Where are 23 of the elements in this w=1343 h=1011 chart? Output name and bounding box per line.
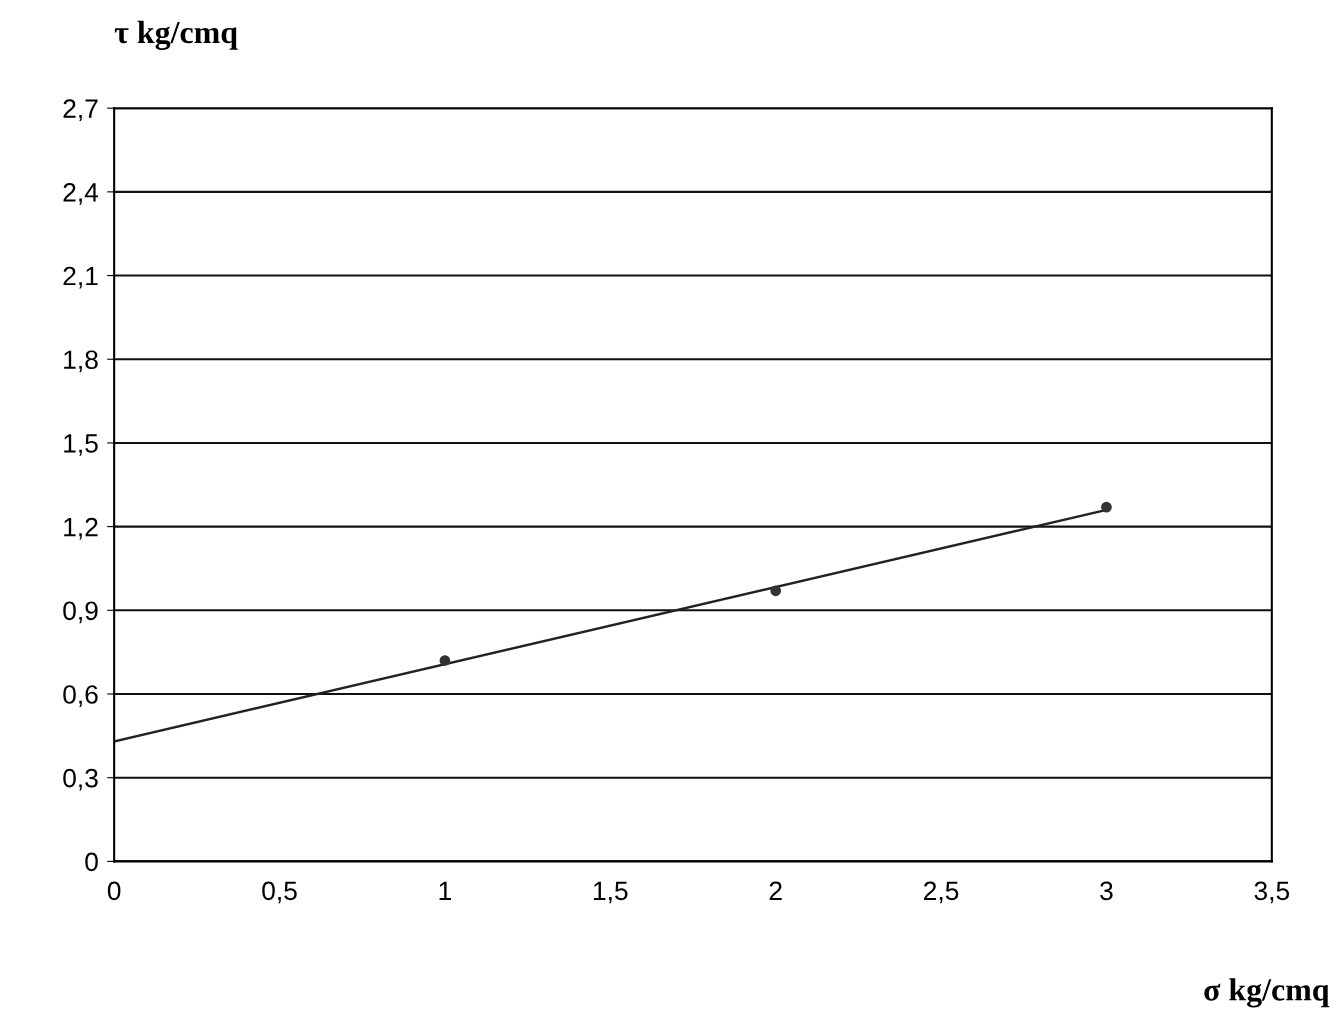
y-tick-label: 1,5 (64, 434, 98, 456)
x-tick-label: 3,5 (1254, 881, 1290, 904)
y-axis-title: τ kg/cmq (114, 20, 238, 50)
y-tick-label: 0,6 (63, 685, 98, 707)
y-tick-label: 1,2 (64, 517, 98, 540)
y-tick-label: 2,1 (63, 266, 98, 289)
point (1101, 501, 1112, 513)
x-tick-label: 3 (1100, 881, 1113, 901)
point (439, 655, 451, 666)
x-tick-label: 2,5 (924, 881, 959, 904)
x-axis-title: σ kg/cmq (1204, 978, 1330, 1008)
point (770, 585, 782, 597)
y-tick-label: 1,8 (64, 350, 98, 373)
x-tick-label: 0 (107, 881, 121, 901)
x-tick-label: 1,5 (593, 881, 628, 904)
y-tick-label: 0,9 (63, 601, 98, 624)
x-tick-label: 0,5 (262, 881, 297, 904)
x-tick-label: 1 (439, 881, 451, 900)
y-tick-label: 0,3 (63, 768, 98, 791)
y-tick-label: 2,7 (63, 99, 98, 122)
y-tick-label: 2,4 (63, 183, 99, 205)
y-tick-label: 0 (85, 852, 98, 872)
x-tick-label: 2 (769, 881, 782, 900)
